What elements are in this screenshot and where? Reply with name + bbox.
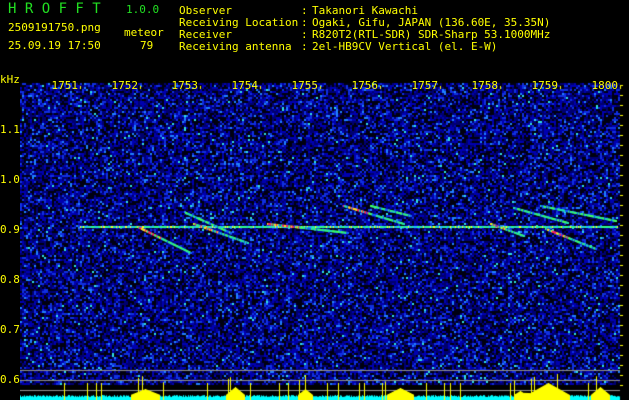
x-tick-label: 1757 — [411, 79, 439, 92]
meteor-count: 79 — [140, 39, 154, 52]
x-tick-label: 1759 — [531, 79, 559, 92]
antenna-label: Receiving antenna — [179, 40, 292, 53]
x-tick-label: 1758 — [471, 79, 499, 92]
separator: : — [301, 4, 308, 17]
app-version: 1.0.0 — [126, 3, 160, 16]
y-tick-label: 0.6 — [0, 373, 20, 386]
filename: 2509191750.png — [8, 21, 101, 34]
x-tick-label: 1751 — [51, 79, 79, 92]
separator: : — [301, 16, 308, 29]
receiver-label: Receiver — [179, 28, 232, 41]
x-tick-label: 1753 — [171, 79, 199, 92]
y-tick-label: 1.0 — [0, 173, 20, 186]
location-label: Receiving Location — [179, 16, 299, 29]
location-value: Ogaki, Gifu, JAPAN (136.60E, 35.35N) — [312, 16, 551, 29]
app-logo: H R O F F T — [8, 1, 101, 17]
receiver-value: R820T2(RTL-SDR) SDR-Sharp 53.1000MHz — [312, 28, 551, 41]
separator: : — [301, 28, 308, 41]
separator: : — [301, 40, 308, 53]
y-tick-label: 0.9 — [0, 223, 20, 236]
meteor-label: meteor — [124, 26, 164, 39]
y-tick-label: 0.7 — [0, 323, 20, 336]
spectrogram — [20, 80, 629, 400]
x-tick-label: 1752 — [111, 79, 139, 92]
x-tick-label: 1756 — [351, 79, 379, 92]
observer-value: Takanori Kawachi — [312, 4, 418, 17]
x-tick-label: 1800 — [591, 79, 619, 92]
x-tick-label: 1755 — [291, 79, 319, 92]
x-tick-label: 1754 — [231, 79, 259, 92]
observer-label: Observer — [179, 4, 232, 17]
y-tick-label: 1.1 — [0, 123, 20, 136]
y-tick-label: 0.8 — [0, 273, 20, 286]
y-unit-label: kHz — [0, 73, 20, 86]
antenna-value: 2el-HB9CV Vertical (el. E-W) — [312, 40, 498, 53]
datetime: 25.09.19 17:50 — [8, 39, 101, 52]
